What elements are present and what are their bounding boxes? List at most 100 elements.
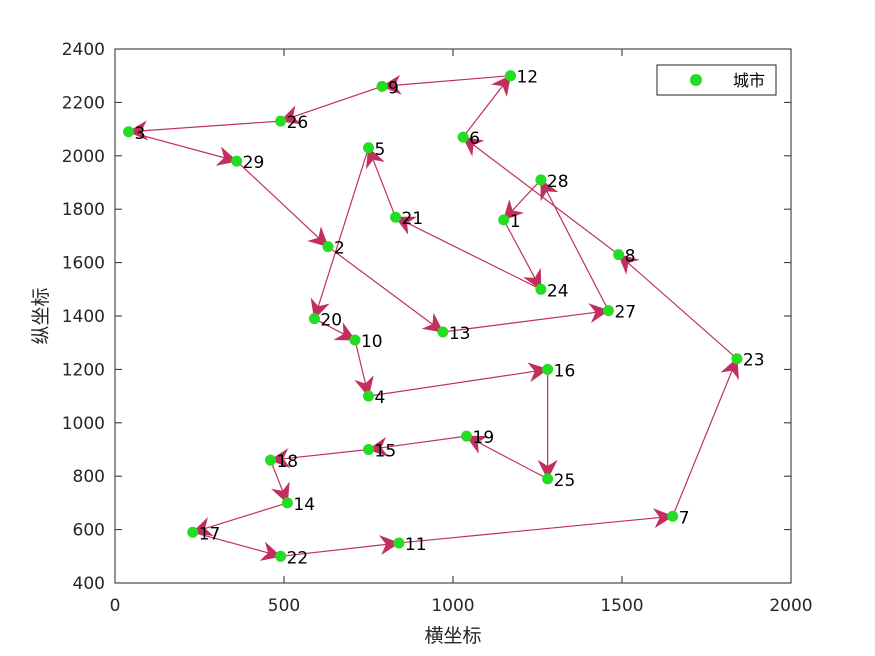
- city-point: [542, 363, 554, 375]
- city-label: 6: [469, 129, 480, 149]
- route-arrow: [672, 357, 740, 517]
- route-arrow: [279, 85, 383, 125]
- city-point: [322, 241, 334, 253]
- city-point: [535, 174, 547, 186]
- city-label: 23: [743, 351, 765, 371]
- route-arrow: [540, 178, 610, 311]
- legend-label: 城市: [733, 71, 765, 90]
- city-point: [457, 131, 469, 143]
- legend: 城市: [656, 64, 777, 96]
- route-arrow: [269, 459, 290, 504]
- city-point: [308, 313, 320, 325]
- y-tick-label: 600: [73, 521, 105, 541]
- city-label: 19: [473, 428, 495, 448]
- city-point: [363, 390, 374, 402]
- route-arrow: [127, 120, 281, 141]
- route-arrow: [462, 136, 619, 256]
- city-label: 9: [388, 78, 399, 98]
- city-point: [363, 444, 374, 455]
- y-tick-label: 1000: [62, 414, 105, 434]
- city-point: [393, 537, 405, 549]
- city-label: 15: [375, 442, 397, 462]
- city-label: 2: [334, 239, 345, 259]
- city-point: [535, 283, 547, 295]
- y-tick-label: 1200: [62, 360, 105, 380]
- tick-layer: 0 500 1000 1500 2000 400 600 800 1000 1200 1400 160…: [62, 40, 813, 616]
- city-label: 27: [614, 303, 636, 323]
- route-arrow: [327, 246, 444, 333]
- city-label: 29: [243, 153, 265, 173]
- city-label: 4: [375, 388, 386, 408]
- city-label: 21: [402, 209, 424, 229]
- city-label: 13: [449, 324, 471, 344]
- route-layer: [127, 74, 740, 561]
- route-arrow: [280, 535, 400, 557]
- city-label: 1: [510, 212, 521, 232]
- route-arrow: [381, 74, 511, 95]
- plot-area: [115, 49, 791, 583]
- city-label: 5: [375, 140, 386, 160]
- city-label: 7: [679, 508, 690, 528]
- route-arrow: [310, 147, 370, 320]
- route-arrow: [503, 219, 542, 291]
- route-arrow: [503, 179, 542, 221]
- city-point: [667, 510, 679, 522]
- x-tick-label: 1000: [431, 596, 474, 616]
- city-point: [437, 326, 449, 338]
- route-arrow: [354, 339, 374, 398]
- city-label: 25: [554, 471, 576, 491]
- x-tick-label: 0: [110, 596, 121, 616]
- route-arrow: [236, 160, 329, 248]
- city-point: [390, 211, 402, 223]
- y-tick-label: 1400: [62, 307, 105, 327]
- city-point: [504, 70, 516, 82]
- route-arrow: [394, 216, 542, 290]
- y-tick-label: 2200: [62, 93, 105, 113]
- y-tick-label: 800: [73, 467, 105, 487]
- city-point: [275, 550, 287, 562]
- city-label: 3: [135, 124, 146, 144]
- city-label: 26: [287, 113, 309, 133]
- city-point: [376, 80, 388, 92]
- city-point: [349, 334, 361, 346]
- x-axis-title: 横坐标: [424, 625, 481, 647]
- city-point: [275, 115, 287, 127]
- route-arrow: [191, 502, 288, 537]
- route-arrow: [367, 435, 467, 457]
- y-tick-label: 2400: [62, 40, 105, 60]
- city-label: 17: [199, 524, 221, 544]
- city-point: [498, 214, 510, 226]
- route-arrow: [269, 448, 369, 469]
- point-layer: [123, 70, 743, 562]
- city-label: 20: [320, 311, 342, 331]
- label-layer: 1234567891011121314151617181920212223242…: [135, 68, 765, 569]
- route-arrow: [368, 362, 549, 397]
- y-tick-label: 1800: [62, 200, 105, 220]
- route-arrow: [442, 303, 610, 333]
- city-point: [613, 249, 625, 261]
- route-arrow: [617, 253, 738, 360]
- x-tick-label: 2000: [769, 596, 812, 616]
- city-label: 14: [293, 495, 315, 515]
- city-label: 16: [554, 361, 576, 381]
- city-point: [264, 454, 276, 466]
- city-label: 28: [547, 172, 569, 192]
- city-point: [731, 353, 743, 365]
- city-point: [461, 430, 473, 442]
- x-tick-label: 500: [268, 596, 300, 616]
- legend-box: [656, 64, 777, 96]
- y-tick-label: 1600: [62, 254, 105, 274]
- city-label: 22: [287, 548, 309, 568]
- city-point: [542, 473, 554, 485]
- city-label: 8: [625, 247, 636, 267]
- y-axis-title: 纵坐标: [30, 287, 52, 344]
- legend-marker: [690, 74, 702, 86]
- route-arrow: [314, 318, 356, 341]
- city-point: [231, 155, 243, 167]
- city-label: 18: [276, 452, 298, 472]
- route-arrow: [192, 531, 282, 561]
- route-arrow: [462, 74, 512, 138]
- route-arrow: [366, 146, 397, 218]
- city-label: 24: [547, 281, 569, 301]
